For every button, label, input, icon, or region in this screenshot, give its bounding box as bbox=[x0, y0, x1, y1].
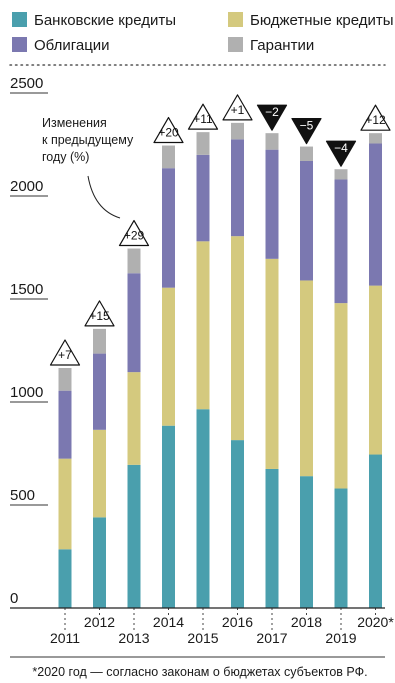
bar-2015-series-1 bbox=[196, 409, 210, 608]
change-label-2019: −4 bbox=[334, 141, 348, 155]
change-label-2013: +29 bbox=[124, 229, 145, 243]
annotation-line-3: году (%) bbox=[42, 150, 89, 164]
bar-2014-series-3 bbox=[162, 168, 175, 288]
x-label-2017: 2017 bbox=[256, 630, 287, 646]
bar-2012-series-2 bbox=[93, 429, 106, 518]
x-label-2011: 2011 bbox=[50, 630, 80, 646]
bar-2013-series-2 bbox=[127, 372, 141, 465]
bar-2016-series-3 bbox=[231, 139, 244, 237]
bar-2012-series-4 bbox=[93, 328, 106, 354]
bar-2011-series-3 bbox=[58, 390, 72, 459]
bar-2011-series-1 bbox=[58, 549, 72, 608]
bar-2019-series-1 bbox=[334, 488, 348, 608]
bar-2016-series-4 bbox=[231, 122, 244, 140]
legend-swatch-3 bbox=[12, 37, 27, 52]
change-label-2018: −5 bbox=[300, 119, 314, 133]
y-tick-label-2500: 2500 bbox=[10, 75, 43, 92]
y-tick-label-500: 500 bbox=[10, 487, 35, 504]
bar-2019-series-2 bbox=[334, 303, 348, 489]
annotation-leader-line bbox=[87, 175, 121, 219]
y-tick-label-2000: 2000 bbox=[10, 178, 43, 195]
bar-2019-series-4 bbox=[334, 169, 348, 180]
bar-2013-series-1 bbox=[127, 464, 141, 608]
change-triangle-2013 bbox=[118, 219, 150, 247]
bar-2014-series-2 bbox=[162, 287, 175, 426]
x-label-2015: 2015 bbox=[187, 630, 218, 646]
change-triangle-2012 bbox=[84, 300, 115, 327]
change-label-2016: +1 bbox=[231, 103, 245, 117]
bar-2018-series-4 bbox=[300, 146, 313, 161]
x-label-2019: 2019 bbox=[325, 630, 356, 646]
annotation-line-2: к предыдущему bbox=[42, 133, 134, 147]
change-label-2015: +11 bbox=[193, 112, 213, 126]
bar-2012-series-1 bbox=[93, 517, 106, 608]
bar-2016-series-1 bbox=[231, 440, 244, 608]
bar-2016-series-2 bbox=[231, 236, 244, 441]
bar-2017-series-1 bbox=[265, 468, 279, 608]
bar-2015-series-3 bbox=[196, 154, 210, 242]
change-triangle-2018 bbox=[291, 117, 322, 145]
legend-label-4: Гарантии bbox=[250, 37, 314, 54]
bar-2013-series-3 bbox=[127, 273, 141, 373]
change-label-2014: +20 bbox=[158, 126, 179, 140]
legend-label-3: Облигации bbox=[34, 37, 110, 54]
bar-2017-series-4 bbox=[265, 133, 279, 150]
bar-2014-series-4 bbox=[162, 145, 175, 169]
legend-swatch-1 bbox=[12, 12, 27, 27]
legend-swatch-4 bbox=[228, 37, 243, 52]
bar-2019-series-3 bbox=[334, 179, 348, 304]
change-triangle-2019 bbox=[325, 140, 357, 167]
x-label-2013: 2013 bbox=[118, 630, 149, 646]
bar-2020-series-4 bbox=[369, 133, 382, 144]
bar-2011-series-2 bbox=[58, 458, 72, 550]
annotation-line-1: Изменения bbox=[42, 116, 107, 130]
change-triangle-2011 bbox=[49, 339, 81, 366]
change-triangle-2020 bbox=[360, 104, 391, 131]
change-label-2012: +15 bbox=[89, 309, 110, 323]
change-triangle-2014 bbox=[153, 116, 184, 144]
y-tick-label-0: 0 bbox=[10, 590, 18, 607]
bar-2020-series-3 bbox=[369, 143, 382, 286]
x-label-2014: 2014 bbox=[153, 614, 184, 630]
bar-2014-series-1 bbox=[162, 425, 175, 608]
bar-2011-series-4 bbox=[58, 368, 72, 391]
bar-2017-series-3 bbox=[265, 149, 279, 259]
x-label-2012: 2012 bbox=[84, 614, 115, 630]
x-label-2020: 2020* bbox=[357, 614, 394, 630]
bar-2020-series-2 bbox=[369, 285, 382, 455]
bar-2015-series-2 bbox=[196, 241, 210, 410]
footnote: *2020 год — согласно законам о бюджетах … bbox=[32, 665, 367, 679]
x-label-2016: 2016 bbox=[222, 614, 253, 630]
change-label-2020: +12 bbox=[365, 113, 386, 127]
legend-swatch-2 bbox=[228, 12, 243, 27]
bar-2017-series-2 bbox=[265, 258, 279, 469]
y-tick-label-1500: 1500 bbox=[10, 281, 43, 298]
change-label-2017: −2 bbox=[265, 105, 279, 119]
legend-label-2: Бюджетные кредиты bbox=[250, 12, 394, 29]
change-triangle-2016 bbox=[222, 94, 253, 121]
legend-label-1: Банковские кредиты bbox=[34, 12, 176, 29]
x-label-2018: 2018 bbox=[291, 614, 322, 630]
change-triangle-2017 bbox=[256, 104, 288, 131]
bar-2012-series-3 bbox=[93, 353, 106, 430]
bar-2018-series-3 bbox=[300, 160, 313, 281]
y-tick-label-1000: 1000 bbox=[10, 384, 43, 401]
bar-2018-series-2 bbox=[300, 280, 313, 477]
bar-2020-series-1 bbox=[369, 454, 382, 608]
change-label-2011: +7 bbox=[58, 348, 72, 362]
bar-2013-series-4 bbox=[127, 248, 141, 274]
bar-2018-series-1 bbox=[300, 476, 313, 608]
change-triangle-2015 bbox=[187, 103, 219, 130]
bar-2015-series-4 bbox=[196, 132, 210, 155]
